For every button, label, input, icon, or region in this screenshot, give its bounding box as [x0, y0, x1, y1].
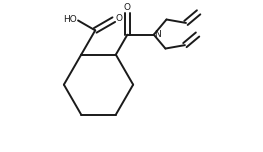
Text: O: O	[115, 14, 122, 23]
Text: O: O	[124, 3, 131, 12]
Text: HO: HO	[63, 15, 77, 24]
Text: N: N	[155, 30, 161, 39]
